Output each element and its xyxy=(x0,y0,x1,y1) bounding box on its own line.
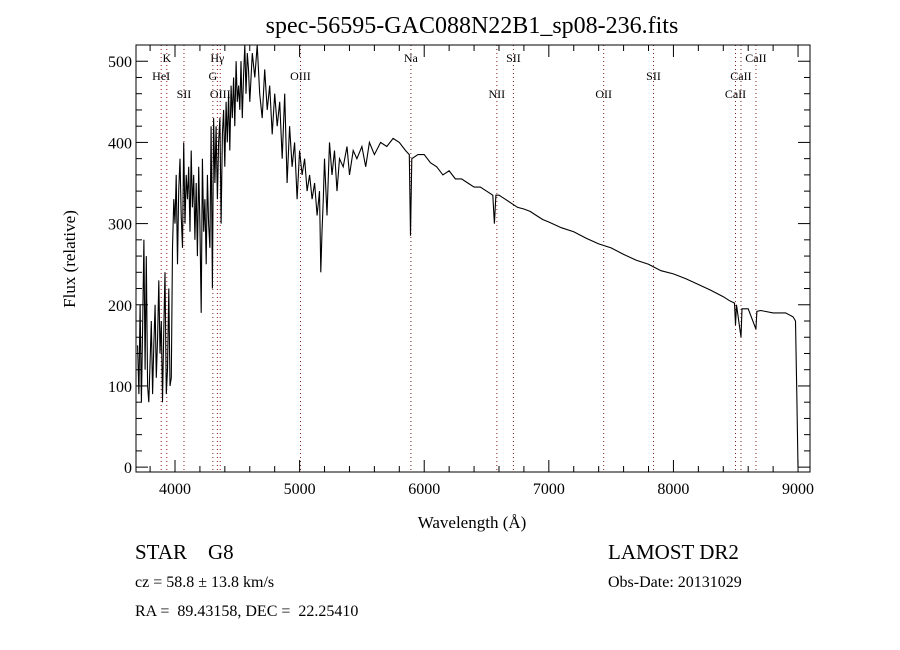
line-marker-label: NII xyxy=(489,87,506,101)
x-tick-label: 7000 xyxy=(533,481,565,498)
y-tick-label: 500 xyxy=(108,54,132,71)
line-marker-label: Hγ xyxy=(210,51,225,65)
y-axis-label: Flux (relative) xyxy=(60,210,79,308)
y-tick-label: 0 xyxy=(124,460,132,477)
line-marker-label: SII xyxy=(177,87,192,101)
line-marker-label: SII xyxy=(506,51,521,65)
y-tick-label: 400 xyxy=(108,135,132,152)
line-marker-label: G xyxy=(209,69,218,83)
line-marker-label: OIII xyxy=(290,69,311,83)
x-axis-label: Wavelength (Å) xyxy=(418,513,527,532)
line-marker-label: HeI xyxy=(152,69,170,83)
line-marker-label: CaII xyxy=(730,69,751,83)
redshift-text: cz = 58.8 ± 13.8 km/s xyxy=(135,574,275,591)
survey-label: LAMOST DR2 xyxy=(608,540,739,564)
plot-frame xyxy=(135,44,811,473)
line-markers: K HeI SII Hγ G OIII OIII Na NII SII OII SII CaII CaII… xyxy=(152,45,767,472)
line-marker-label: OII xyxy=(595,87,612,101)
x-tick-label: 8000 xyxy=(657,481,689,498)
line-marker-label: Na xyxy=(404,51,419,65)
x-tick-label: 4000 xyxy=(159,481,191,498)
x-tick-label: 5000 xyxy=(284,481,316,498)
object-class: STAR xyxy=(135,540,187,564)
y-tick-label: 200 xyxy=(108,298,132,315)
obs-date: Obs-Date: 20131029 xyxy=(608,574,742,591)
line-marker-label: K xyxy=(162,51,171,65)
line-marker-label: OIII xyxy=(210,87,231,101)
line-marker-label: CaII xyxy=(745,51,766,65)
y-tick-label: 300 xyxy=(108,217,132,234)
y-tick-label: 100 xyxy=(108,379,132,396)
subclass: G8 xyxy=(208,540,234,564)
chart-title: spec-56595-GAC088N22B1_sp08-236.fits xyxy=(266,13,679,39)
x-tick-label: 6000 xyxy=(408,481,440,498)
series-group xyxy=(137,44,799,468)
coordinates: RA = 89.43158, DEC = 22.25410 xyxy=(135,603,359,620)
line-marker-label: CaII xyxy=(725,87,746,101)
x-tick-label: 9000 xyxy=(782,481,814,498)
axis-ticks: 4000 5000 6000 7000 8000 9000 0 100 200 300 400 500 xyxy=(108,44,814,498)
spectrum-line xyxy=(137,44,799,468)
line-marker-label: SII xyxy=(646,69,661,83)
